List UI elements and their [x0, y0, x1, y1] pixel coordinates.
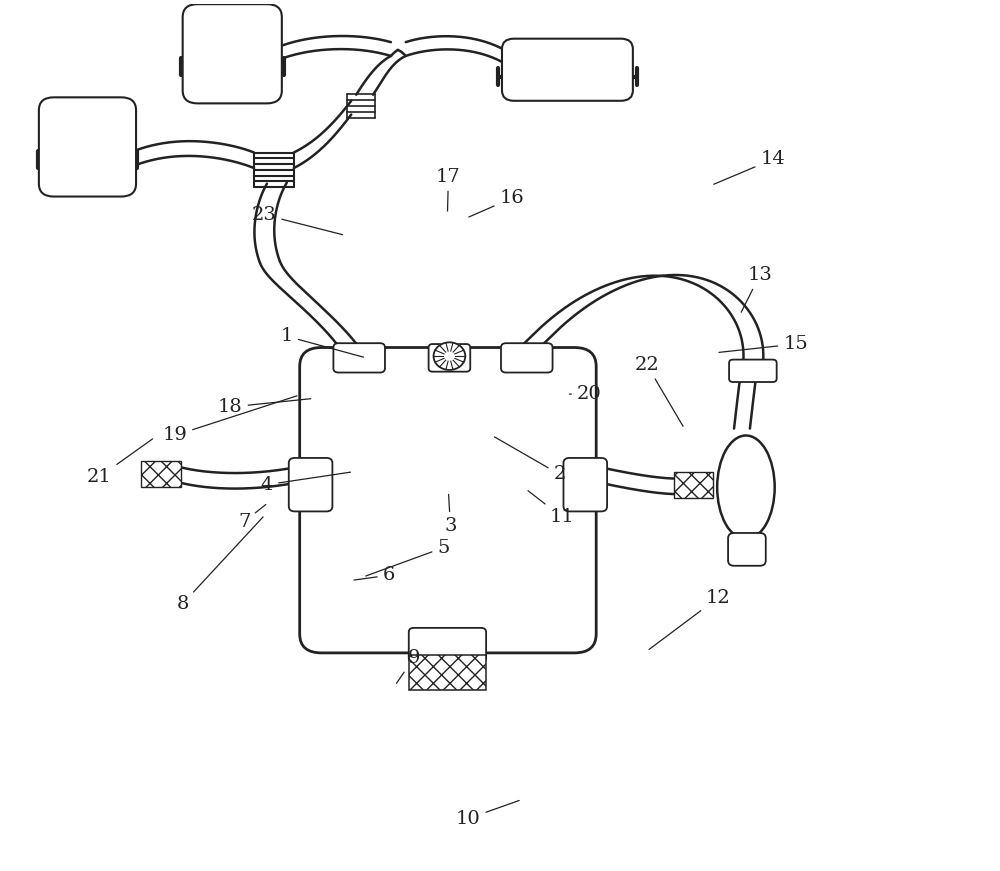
- Text: 12: 12: [649, 589, 731, 650]
- Text: 21: 21: [87, 439, 153, 486]
- FancyBboxPatch shape: [429, 344, 470, 372]
- Text: 15: 15: [719, 335, 808, 353]
- Text: 11: 11: [528, 490, 575, 526]
- Text: 22: 22: [634, 355, 683, 426]
- FancyBboxPatch shape: [289, 458, 332, 511]
- Text: 10: 10: [456, 800, 519, 827]
- Text: 8: 8: [176, 517, 263, 612]
- FancyBboxPatch shape: [501, 343, 553, 373]
- Text: 18: 18: [218, 398, 311, 416]
- Ellipse shape: [717, 436, 775, 539]
- FancyBboxPatch shape: [563, 458, 607, 511]
- Text: 13: 13: [741, 266, 772, 312]
- FancyBboxPatch shape: [39, 98, 136, 197]
- FancyBboxPatch shape: [333, 343, 385, 373]
- Text: 5: 5: [366, 538, 450, 576]
- FancyBboxPatch shape: [409, 628, 486, 662]
- Text: 6: 6: [354, 566, 395, 584]
- Text: 4: 4: [261, 472, 350, 494]
- FancyBboxPatch shape: [728, 533, 766, 566]
- Circle shape: [434, 342, 465, 370]
- Text: 17: 17: [436, 168, 461, 211]
- Text: 9: 9: [396, 649, 420, 684]
- Text: 20: 20: [569, 385, 602, 403]
- FancyBboxPatch shape: [729, 360, 777, 382]
- Text: 16: 16: [469, 189, 524, 217]
- Text: 19: 19: [162, 395, 297, 444]
- Text: 3: 3: [444, 495, 457, 535]
- Bar: [141, 462, 181, 487]
- Bar: [409, 656, 486, 690]
- FancyBboxPatch shape: [502, 38, 633, 101]
- Text: 7: 7: [238, 504, 266, 530]
- Text: 2: 2: [494, 437, 566, 483]
- Text: 1: 1: [281, 327, 363, 357]
- FancyBboxPatch shape: [183, 4, 282, 104]
- Text: 23: 23: [252, 206, 343, 234]
- FancyBboxPatch shape: [300, 348, 596, 653]
- Text: 14: 14: [714, 151, 785, 185]
- Bar: [674, 472, 713, 497]
